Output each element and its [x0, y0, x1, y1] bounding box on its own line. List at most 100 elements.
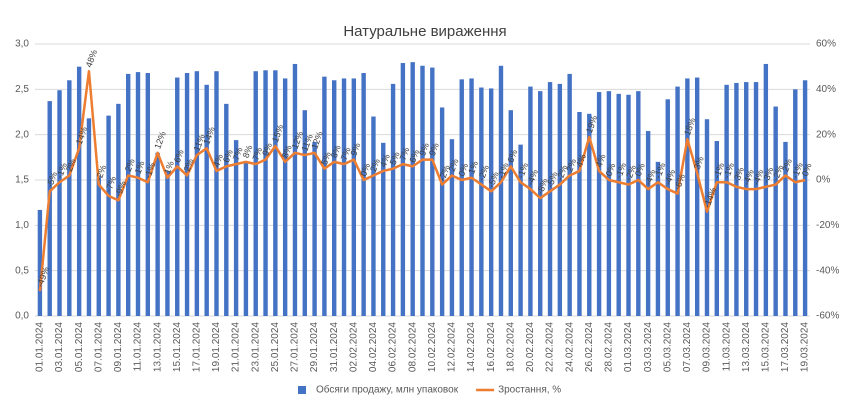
bar [430, 67, 435, 316]
x-tick-label: 29.01.2024 [309, 322, 320, 372]
data-label: 1% [162, 160, 176, 176]
legend-swatch [298, 386, 306, 394]
bar [439, 107, 445, 316]
data-label: 4% [574, 153, 588, 169]
bar [744, 82, 749, 316]
data-label: 2% [123, 157, 137, 173]
bar [165, 170, 170, 316]
data-label: 9% [417, 141, 431, 157]
y-tick-label: 2,5 [15, 84, 29, 95]
x-tick-label: 20.02.2024 [525, 322, 536, 372]
bar [636, 91, 641, 316]
x-tick-label: 06.02.2024 [388, 322, 399, 372]
y-tick-label: 1,0 [15, 220, 29, 231]
bar [86, 118, 92, 316]
y-tick-label: 1,5 [15, 175, 29, 186]
bar [449, 139, 455, 316]
bar [645, 131, 651, 316]
bar [773, 106, 778, 316]
data-label: 6% [172, 148, 186, 164]
bar [57, 90, 62, 317]
bar [135, 72, 141, 317]
bar [685, 78, 690, 316]
bar [753, 82, 759, 316]
y2-tick-label: -60% [816, 311, 839, 322]
bar [518, 144, 523, 316]
y2-tick-label: -40% [816, 265, 839, 276]
x-tick-label: 28.02.2024 [604, 322, 615, 372]
y-tick-label: 3,0 [15, 39, 29, 50]
bar [587, 113, 592, 317]
bar [37, 209, 43, 316]
data-label: -1% [496, 161, 511, 179]
bar [184, 73, 190, 316]
bar [273, 70, 278, 316]
data-label: 7% [231, 146, 245, 162]
bar [567, 73, 572, 316]
x-tick-label: 16.02.2024 [486, 322, 497, 372]
bar [400, 63, 406, 316]
bar [243, 161, 249, 316]
bar [155, 152, 160, 316]
bar [253, 71, 258, 316]
x-tick-label: 22.02.2024 [545, 322, 556, 372]
bar [67, 80, 72, 317]
data-label: 2% [564, 157, 578, 173]
x-tick-label: 01.03.2024 [623, 322, 634, 372]
bar [361, 73, 366, 316]
bar [125, 73, 131, 316]
bar [302, 110, 307, 316]
bar [459, 79, 464, 316]
x-tick-label: 09.03.2024 [702, 322, 713, 372]
x-tick-label: 25.01.2024 [270, 322, 281, 372]
bar [577, 112, 582, 316]
x-tick-label: 05.01.2024 [74, 322, 85, 372]
bar [793, 89, 798, 316]
data-label: 0% [800, 162, 814, 178]
y2-tick-label: 20% [816, 129, 836, 140]
data-label: 0% [633, 162, 647, 178]
data-label: 2% [182, 157, 196, 173]
x-tick-label: 14.02.2024 [466, 322, 477, 372]
bar [488, 88, 494, 316]
data-label: 12% [152, 130, 168, 150]
bar [410, 62, 415, 317]
bar [204, 84, 209, 316]
x-tick-label: 01.01.2024 [35, 322, 46, 372]
x-tick-label: 15.03.2024 [760, 322, 771, 372]
bar [557, 83, 563, 316]
y2-tick-label: -20% [816, 220, 839, 231]
bar [351, 78, 357, 316]
x-tick-label: 13.03.2024 [741, 322, 752, 372]
chart-title: Натуральне вираження [343, 23, 506, 40]
data-label: 2% [64, 157, 78, 173]
bar [47, 101, 52, 317]
bar [175, 77, 180, 317]
bar [675, 86, 680, 316]
data-label: 4% [594, 153, 608, 169]
bar [312, 141, 317, 316]
bar [214, 71, 219, 316]
bar [528, 86, 533, 316]
x-tick-label: 27.01.2024 [290, 322, 301, 372]
data-label: 8% [241, 144, 255, 160]
data-label: 9% [349, 141, 363, 157]
x-tick-label: 08.02.2024 [407, 322, 418, 372]
growth-line [38, 69, 806, 292]
data-label: 3% [692, 155, 706, 171]
data-label: 8% [280, 144, 294, 160]
data-label: 9% [427, 141, 441, 157]
y2-tick-label: 0% [816, 175, 831, 186]
bar [704, 119, 710, 317]
data-label: 2% [447, 157, 461, 173]
data-label: 7% [250, 146, 264, 162]
bar [332, 80, 337, 317]
data-label: 48% [84, 48, 100, 68]
x-tick-label: 07.01.2024 [93, 322, 104, 372]
bar [76, 66, 82, 317]
data-label: 5% [388, 151, 402, 167]
x-tick-label: 05.03.2024 [662, 322, 673, 372]
data-label: 8% [329, 144, 343, 160]
x-tick-label: 18.02.2024 [505, 322, 516, 372]
